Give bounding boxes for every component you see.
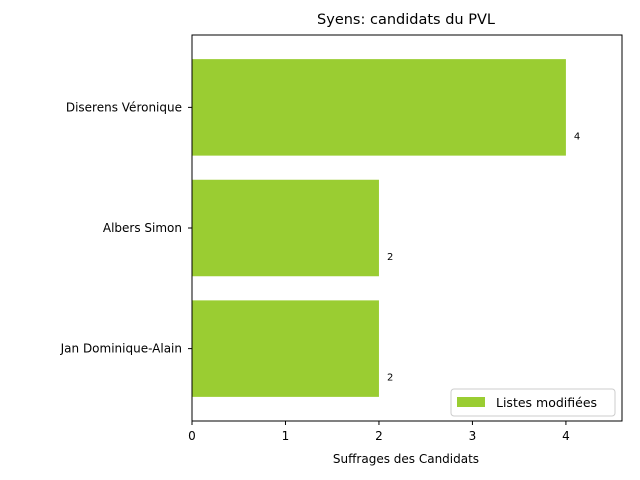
data-label: 2 <box>387 252 393 263</box>
x-tick-label: 2 <box>375 429 383 443</box>
x-axis: 0 1 2 3 4 <box>188 421 570 443</box>
x-tick-label: 0 <box>188 429 196 443</box>
data-label: 2 <box>387 373 393 384</box>
legend-label: Listes modifiées <box>496 395 597 410</box>
legend-frame <box>450 388 616 417</box>
y-tick-label: Diserens Véronique <box>66 100 182 114</box>
bar-jan-dominique-alain <box>192 300 379 397</box>
x-tick-label: 3 <box>469 429 477 443</box>
data-labels-layer: 2 2 4 <box>387 131 580 383</box>
y-axis: Jan Dominique-Alain Albers Simon Diserens … <box>60 100 192 356</box>
x-tick-label: 4 <box>562 429 570 443</box>
x-axis-label: Suffrages des Candidats <box>333 452 479 466</box>
y-tick-label: Albers Simon <box>103 221 182 235</box>
legend: Listes modifiées <box>450 388 616 417</box>
bar-diserens-v-ronique <box>192 59 566 156</box>
bars-layer <box>192 59 566 397</box>
x-tick-label: 1 <box>282 429 290 443</box>
legend-swatch <box>457 397 485 407</box>
chart-title: Syens: candidats du PVL <box>317 12 495 28</box>
y-tick-label: Jan Dominique-Alain <box>60 342 182 356</box>
data-label: 4 <box>574 131 580 142</box>
bar-albers-simon <box>192 179 379 277</box>
